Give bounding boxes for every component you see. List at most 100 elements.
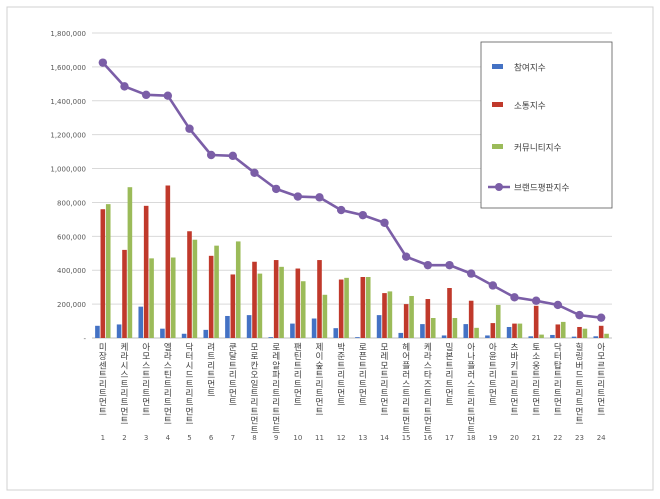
bar-소통지수-22 [555,324,561,338]
bar-참여지수-10 [290,323,295,338]
bar-참여지수-5 [181,333,187,338]
y-tick-label: 800,000 [57,199,86,207]
legend-label: 커뮤니티지수 [514,143,562,154]
x-index-label: 17 [445,434,454,442]
x-index-label: 20 [510,434,519,442]
legend-swatch-참여지수 [492,64,503,69]
point-브랜드평판지수-23 [575,310,584,320]
bar-소통지수-14 [382,293,387,338]
x-index-label: 12 [337,434,346,442]
bar-소통지수-15 [403,304,409,338]
x-index-label: 24 [597,434,606,442]
bar-참여지수-21 [528,336,534,338]
x-index-label: 22 [553,434,562,442]
y-tick-label: 600,000 [57,233,86,241]
bar-커뮤니티지수-18 [474,327,479,338]
point-브랜드평판지수-4 [163,91,173,100]
bar-커뮤니티지수-6 [214,245,219,338]
bar-커뮤니티지수-7 [235,241,241,338]
point-브랜드평판지수-11 [315,193,324,202]
bar-소통지수-2 [122,249,127,338]
x-index-label: 15 [402,434,411,442]
bar-커뮤니티지수-14 [387,291,393,338]
point-브랜드평판지수-24 [596,313,606,322]
x-index-label: 16 [423,434,432,442]
point-브랜드평판지수-17 [445,260,454,270]
bar-커뮤니티지수-3 [149,258,154,338]
point-브랜드평판지수-9 [271,184,281,194]
legend-label: 참여지수 [514,62,546,74]
point-브랜드평판지수-13 [358,210,368,220]
bar-참여지수-16 [420,324,425,338]
point-브랜드평판지수-7 [228,151,238,161]
bar-참여지수-7 [225,315,230,338]
point-브랜드평판지수-16 [423,260,433,270]
bar-소통지수-13 [360,277,366,338]
bar-참여지수-20 [506,326,512,338]
bar-소통지수-12 [338,279,344,338]
x-index-label: 4 [166,434,171,442]
bar-참여지수-3 [138,306,144,338]
bar-참여지수-22 [550,334,555,338]
point-브랜드평판지수-12 [336,205,346,215]
bar-참여지수-24 [593,336,599,338]
bar-커뮤니티지수-20 [517,323,523,338]
y-tick-label: 200,000 [57,301,86,309]
legend-label: 브랜드평판지수 [514,183,569,194]
bar-커뮤니티지수-21 [539,334,544,338]
bar-참여지수-17 [441,335,447,338]
point-브랜드평판지수-19 [488,281,498,290]
bar-소통지수-24 [598,325,604,338]
x-index-label: 10 [293,434,302,442]
y-axis: - 200,000 400,000 600,000 800,000 1,000,000 1,… [50,30,86,343]
bar-커뮤니티지수-13 [365,277,371,338]
bar-소통지수-17 [447,288,452,338]
bar-소통지수-1 [100,209,106,338]
bar-참여지수-19 [485,335,490,338]
point-브랜드평판지수-21 [531,296,541,305]
bar-소통지수-10 [295,268,301,338]
legend-swatch-소통지수 [492,102,503,107]
point-브랜드평판지수-8 [250,168,259,177]
y-tick-label: 1,600,000 [50,64,86,72]
point-브랜드평판지수-3 [141,90,151,100]
y-tick-label: 1,000,000 [50,166,86,174]
bar-소통지수-9 [273,260,279,338]
x-index-label: 13 [358,434,367,442]
bar-참여지수-9 [268,337,274,338]
legend-swatch-커뮤니티지수 [492,144,503,149]
bar-참여지수-18 [463,324,469,338]
y-tick-label: - [83,335,86,343]
y-tick-label: 400,000 [57,267,86,275]
bar-소통지수-8 [252,261,257,338]
x-index-label: 7 [231,434,235,442]
bar-커뮤니티지수-2 [127,187,133,338]
bar-소통지수-21 [533,305,539,338]
bar-참여지수-6 [203,329,209,338]
line-series [98,58,606,322]
y-tick-label: 1,200,000 [50,132,86,140]
bar-소통지수-3 [143,205,149,338]
bar-소통지수-7 [230,274,236,338]
point-브랜드평판지수-2 [120,82,129,91]
x-index-label: 3 [144,434,148,442]
bar-커뮤니티지수-4 [170,257,176,338]
bar-소통지수-5 [187,231,192,338]
bar-커뮤니티지수-5 [192,239,198,338]
bar-커뮤니티지수-11 [322,294,328,338]
point-브랜드평판지수-15 [401,252,411,261]
bar-소통지수-4 [165,185,171,338]
